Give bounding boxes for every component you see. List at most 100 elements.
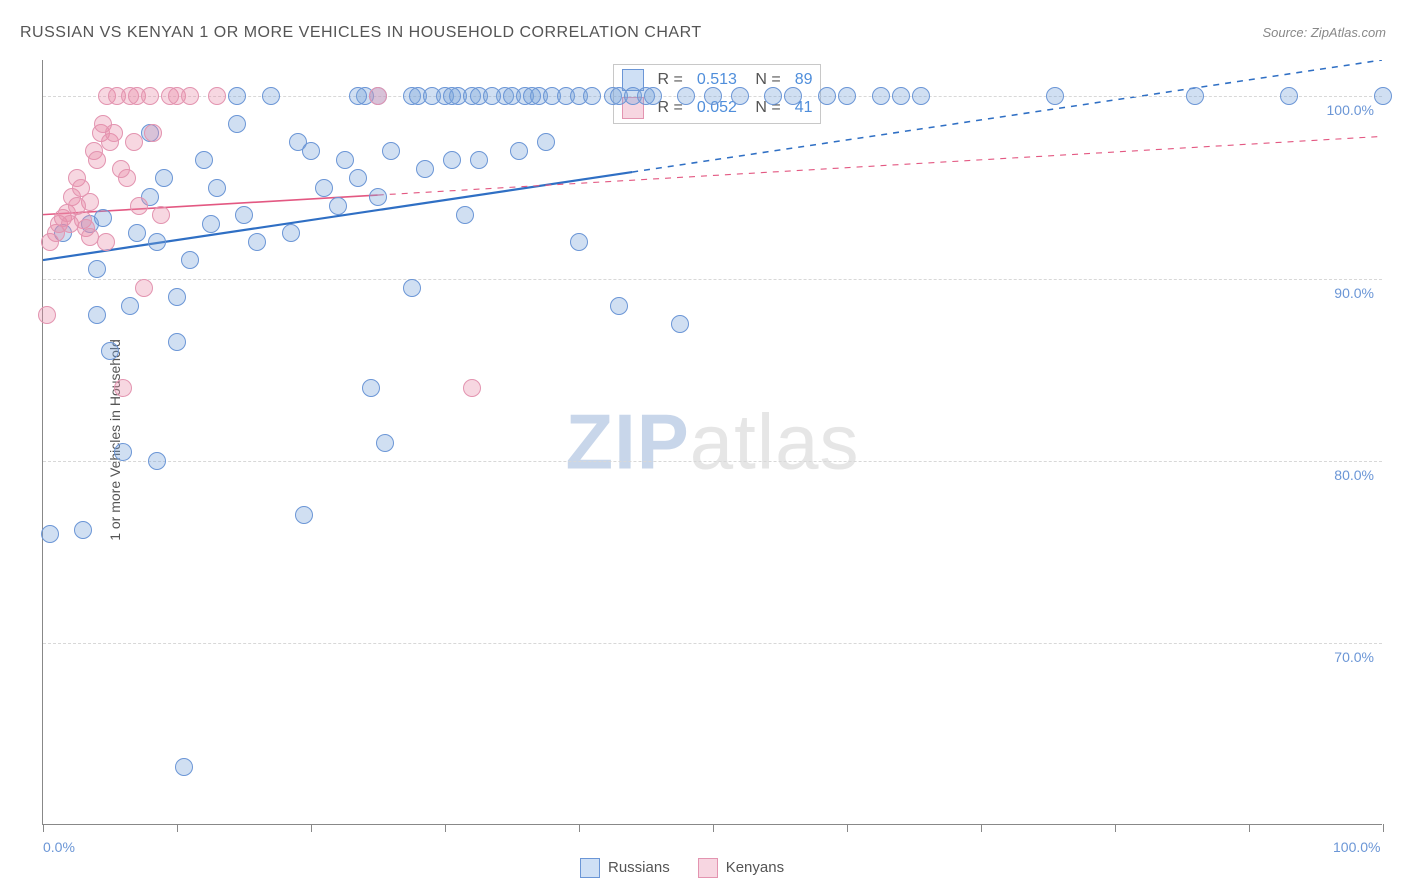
gridline: [43, 279, 1382, 280]
data-point: [202, 215, 220, 233]
data-point: [130, 197, 148, 215]
data-point: [208, 87, 226, 105]
data-point: [570, 233, 588, 251]
source-attribution: Source: ZipAtlas.com: [1262, 25, 1386, 40]
data-point: [295, 506, 313, 524]
x-tick-label: 0.0%: [43, 839, 75, 855]
data-point: [892, 87, 910, 105]
x-tick: [713, 824, 714, 832]
data-point: [671, 315, 689, 333]
data-point: [248, 233, 266, 251]
legend-swatch: [580, 858, 600, 878]
data-point: [121, 297, 139, 315]
data-point: [677, 87, 695, 105]
data-point: [644, 87, 662, 105]
data-point: [349, 169, 367, 187]
y-tick-label: 90.0%: [1334, 285, 1374, 301]
data-point: [228, 87, 246, 105]
data-point: [101, 342, 119, 360]
data-point: [141, 87, 159, 105]
data-point: [403, 279, 421, 297]
data-point: [443, 151, 461, 169]
data-point: [94, 209, 112, 227]
data-point: [105, 124, 123, 142]
data-point: [235, 206, 253, 224]
data-point: [818, 87, 836, 105]
data-point: [369, 188, 387, 206]
data-point: [168, 333, 186, 351]
y-tick-label: 100.0%: [1327, 102, 1374, 118]
data-point: [74, 521, 92, 539]
data-point: [68, 197, 86, 215]
data-point: [1046, 87, 1064, 105]
data-point: [114, 443, 132, 461]
data-point: [483, 87, 501, 105]
data-point: [155, 169, 173, 187]
watermark: ZIPatlas: [565, 397, 859, 488]
data-point: [112, 160, 130, 178]
data-point: [282, 224, 300, 242]
data-point: [195, 151, 213, 169]
data-point: [228, 115, 246, 133]
data-point: [181, 251, 199, 269]
data-point: [362, 379, 380, 397]
data-point: [114, 379, 132, 397]
gridline: [43, 461, 1382, 462]
data-point: [125, 133, 143, 151]
data-point: [463, 379, 481, 397]
data-point: [416, 160, 434, 178]
data-point: [369, 87, 387, 105]
data-point: [97, 233, 115, 251]
trend-lines: [43, 60, 1382, 824]
data-point: [144, 124, 162, 142]
data-point: [912, 87, 930, 105]
data-point: [148, 452, 166, 470]
x-tick: [847, 824, 848, 832]
scatter-plot-area: ZIPatlas R =0.513 N =89R =0.052 N =41 70…: [42, 60, 1382, 825]
data-point: [168, 288, 186, 306]
data-point: [456, 206, 474, 224]
x-tick: [981, 824, 982, 832]
data-point: [583, 87, 601, 105]
data-point: [302, 142, 320, 160]
data-point: [537, 133, 555, 151]
x-tick: [445, 824, 446, 832]
data-point: [41, 525, 59, 543]
data-point: [175, 758, 193, 776]
legend-item: Kenyans: [698, 858, 784, 878]
data-point: [1280, 87, 1298, 105]
data-point: [1374, 87, 1392, 105]
y-tick-label: 80.0%: [1334, 467, 1374, 483]
data-point: [764, 87, 782, 105]
data-point: [376, 434, 394, 452]
data-point: [329, 197, 347, 215]
data-point: [38, 306, 56, 324]
series-legend: RussiansKenyans: [580, 858, 784, 878]
chart-title: RUSSIAN VS KENYAN 1 OR MORE VEHICLES IN …: [20, 24, 702, 42]
x-tick: [1249, 824, 1250, 832]
data-point: [152, 206, 170, 224]
data-point: [262, 87, 280, 105]
data-point: [470, 151, 488, 169]
x-tick-label: 100.0%: [1333, 839, 1380, 855]
data-point: [128, 224, 146, 242]
gridline: [43, 643, 1382, 644]
data-point: [336, 151, 354, 169]
data-point: [88, 260, 106, 278]
x-tick: [177, 824, 178, 832]
x-tick: [579, 824, 580, 832]
data-point: [784, 87, 802, 105]
x-tick: [43, 824, 44, 832]
y-tick-label: 70.0%: [1334, 649, 1374, 665]
data-point: [148, 233, 166, 251]
data-point: [731, 87, 749, 105]
data-point: [88, 151, 106, 169]
data-point: [135, 279, 153, 297]
data-point: [523, 87, 541, 105]
data-point: [181, 87, 199, 105]
data-point: [872, 87, 890, 105]
data-point: [382, 142, 400, 160]
data-point: [704, 87, 722, 105]
data-point: [315, 179, 333, 197]
data-point: [208, 179, 226, 197]
